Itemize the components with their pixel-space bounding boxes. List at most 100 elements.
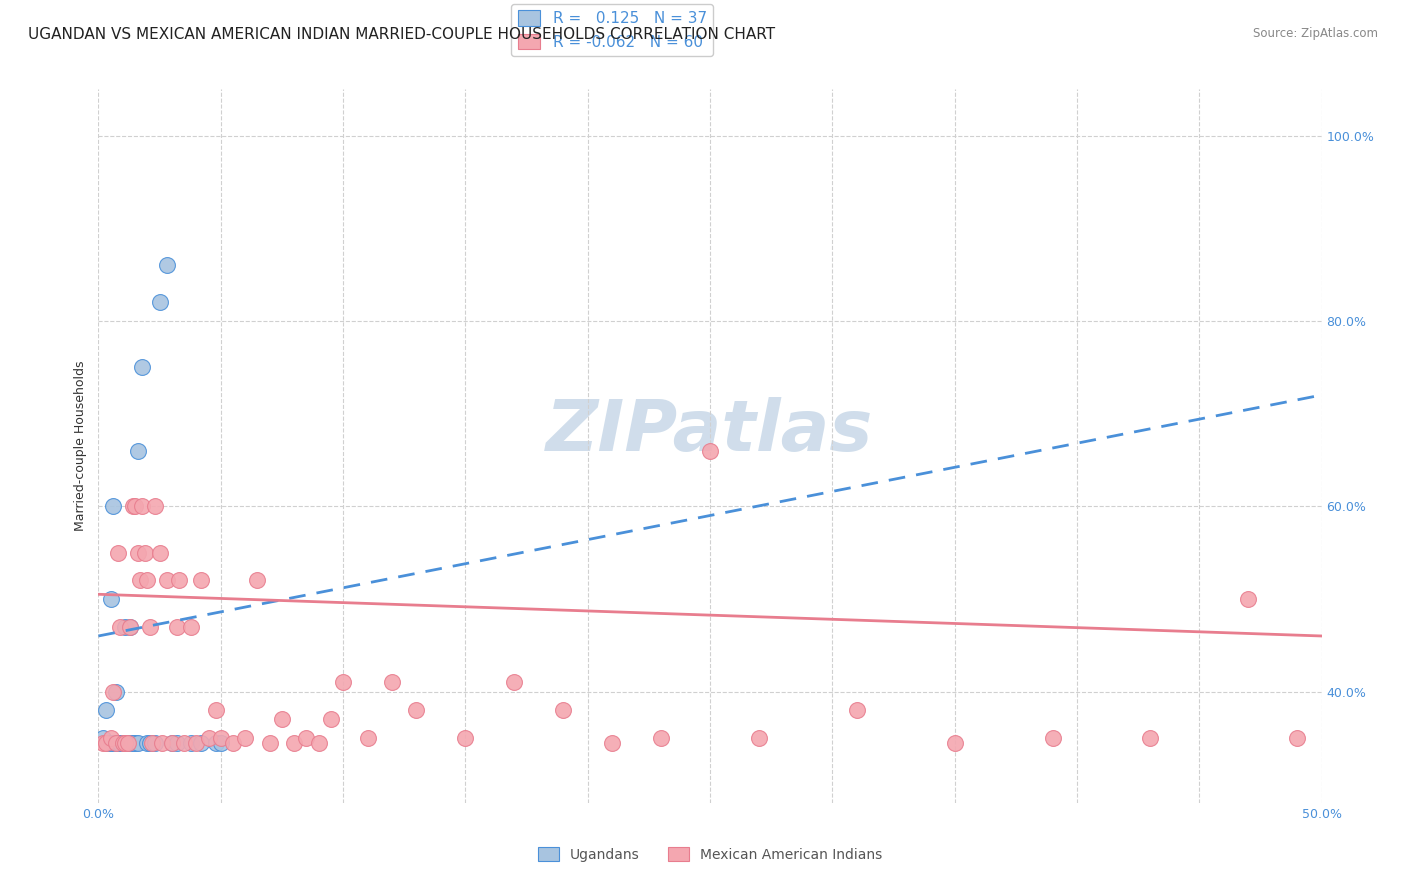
Point bbox=[136, 735, 159, 749]
Point bbox=[124, 735, 146, 749]
Point bbox=[160, 735, 183, 749]
Point bbox=[120, 620, 142, 634]
Point bbox=[97, 735, 120, 749]
Point bbox=[845, 703, 868, 717]
Legend: Ugandans, Mexican American Indians: Ugandans, Mexican American Indians bbox=[533, 841, 887, 867]
Point bbox=[308, 735, 330, 749]
Point bbox=[149, 295, 172, 310]
Point bbox=[150, 735, 173, 749]
Point bbox=[111, 735, 134, 749]
Point bbox=[107, 735, 129, 749]
Point bbox=[186, 735, 208, 749]
Point bbox=[1139, 731, 1161, 745]
Point bbox=[91, 731, 114, 745]
Point bbox=[131, 360, 153, 375]
Point bbox=[503, 675, 526, 690]
Point bbox=[405, 703, 427, 717]
Point bbox=[117, 735, 139, 749]
Point bbox=[190, 574, 212, 588]
Y-axis label: Married-couple Households: Married-couple Households bbox=[75, 360, 87, 532]
Point bbox=[356, 731, 378, 745]
Point bbox=[166, 735, 188, 749]
Point bbox=[110, 735, 132, 749]
Point bbox=[166, 620, 188, 634]
Point bbox=[650, 731, 672, 745]
Point bbox=[127, 443, 149, 458]
Text: UGANDAN VS MEXICAN AMERICAN INDIAN MARRIED-COUPLE HOUSEHOLDS CORRELATION CHART: UGANDAN VS MEXICAN AMERICAN INDIAN MARRI… bbox=[28, 27, 775, 42]
Text: ZIPatlas: ZIPatlas bbox=[547, 397, 873, 467]
Text: Source: ZipAtlas.com: Source: ZipAtlas.com bbox=[1253, 27, 1378, 40]
Point bbox=[149, 545, 172, 559]
Point bbox=[381, 675, 404, 690]
Point bbox=[270, 712, 294, 726]
Point bbox=[114, 620, 136, 634]
Point bbox=[121, 735, 143, 749]
Point bbox=[111, 735, 134, 749]
Point bbox=[101, 684, 124, 698]
Point bbox=[283, 735, 305, 749]
Point bbox=[124, 500, 146, 514]
Point bbox=[111, 735, 134, 749]
Point bbox=[117, 735, 139, 749]
Point bbox=[94, 703, 117, 717]
Point bbox=[117, 735, 139, 749]
Point bbox=[600, 735, 623, 749]
Point bbox=[114, 735, 136, 749]
Point bbox=[101, 735, 124, 749]
Point bbox=[167, 574, 190, 588]
Point bbox=[100, 735, 122, 749]
Point bbox=[180, 735, 202, 749]
Point bbox=[91, 735, 114, 749]
Point bbox=[143, 500, 166, 514]
Point bbox=[110, 735, 132, 749]
Point bbox=[139, 735, 162, 749]
Point bbox=[205, 735, 228, 749]
Point bbox=[943, 735, 966, 749]
Point bbox=[173, 735, 195, 749]
Point bbox=[259, 735, 281, 749]
Point bbox=[1286, 731, 1309, 745]
Point bbox=[205, 703, 228, 717]
Point bbox=[209, 735, 232, 749]
Point bbox=[104, 735, 127, 749]
Point bbox=[180, 620, 202, 634]
Point bbox=[136, 574, 159, 588]
Point bbox=[209, 731, 232, 745]
Point bbox=[156, 258, 179, 272]
Point bbox=[1042, 731, 1064, 745]
Point bbox=[246, 574, 269, 588]
Point bbox=[139, 620, 162, 634]
Point bbox=[143, 735, 166, 749]
Point bbox=[127, 735, 149, 749]
Point bbox=[699, 443, 721, 458]
Point bbox=[233, 731, 256, 745]
Point bbox=[107, 545, 129, 559]
Point bbox=[160, 735, 183, 749]
Point bbox=[131, 500, 153, 514]
Point bbox=[222, 735, 245, 749]
Point bbox=[120, 735, 142, 749]
Point bbox=[104, 684, 127, 698]
Point bbox=[454, 731, 477, 745]
Point bbox=[129, 574, 152, 588]
Point bbox=[190, 735, 212, 749]
Point bbox=[1237, 591, 1260, 606]
Point bbox=[104, 735, 127, 749]
Point bbox=[100, 591, 122, 606]
Point bbox=[100, 731, 122, 745]
Point bbox=[748, 731, 770, 745]
Point bbox=[127, 545, 149, 559]
Point bbox=[319, 712, 342, 726]
Point bbox=[141, 735, 163, 749]
Point bbox=[134, 545, 156, 559]
Point bbox=[94, 735, 117, 749]
Point bbox=[295, 731, 318, 745]
Point bbox=[121, 500, 143, 514]
Point bbox=[197, 731, 219, 745]
Point bbox=[101, 500, 124, 514]
Point bbox=[553, 703, 575, 717]
Point bbox=[114, 735, 136, 749]
Point bbox=[120, 620, 142, 634]
Point bbox=[156, 574, 179, 588]
Point bbox=[107, 735, 129, 749]
